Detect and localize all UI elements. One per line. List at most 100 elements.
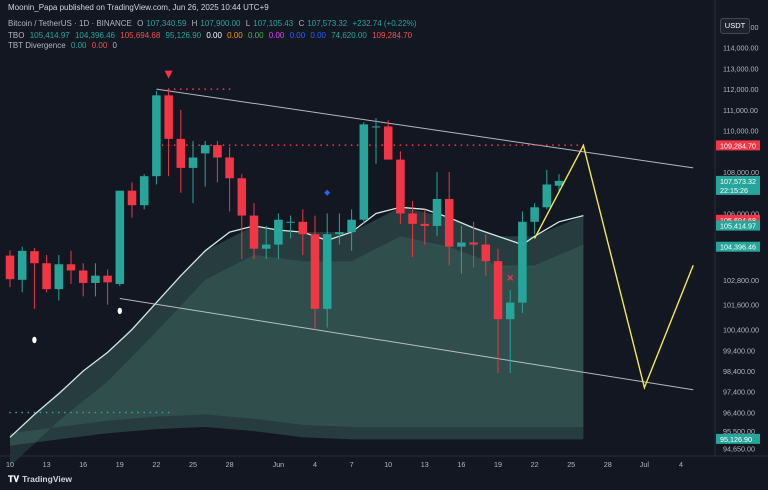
price-tag-countdown: 22:15:26: [720, 186, 748, 195]
tbo-value: 0.00: [227, 31, 243, 40]
resistance-dot: [515, 144, 518, 146]
resistance-dot: [289, 144, 292, 146]
resistance-dot: [399, 144, 402, 146]
tbo-value: 0.00: [289, 31, 306, 40]
candle-body: [261, 244, 271, 249]
resistance-dot: [369, 144, 371, 146]
open-label: O: [137, 19, 144, 28]
tbt-value: 0.00: [70, 41, 87, 50]
support-dot: [9, 411, 11, 414]
resistance-dot: [381, 144, 383, 146]
candle-body: [420, 223, 430, 226]
y-tick-label: 96,400.00: [723, 408, 755, 417]
candle-body: [286, 221, 295, 223]
cross-signal-icon: [507, 274, 514, 281]
price-tag-label: 104,396.46: [720, 243, 756, 252]
candle-body: [176, 138, 186, 168]
resistance-dot: [460, 144, 463, 146]
resistance-dot: [198, 144, 201, 146]
close-label: C: [298, 19, 305, 28]
tbt-value: 0.00: [91, 41, 108, 50]
candle-body: [274, 219, 283, 245]
x-tick-label: 22: [152, 460, 160, 469]
support-dot: [131, 411, 133, 414]
resistance-dot: [491, 144, 493, 146]
symbol-name: Bitcoin / TetherUS · 1D · BINANCE: [8, 19, 132, 28]
support-dot: [167, 411, 170, 414]
candle-body: [237, 178, 247, 216]
price-tag-label: 109,284.70: [720, 141, 756, 150]
x-tick-label: 22: [531, 460, 539, 469]
tbo-value: 109,284.70: [372, 31, 413, 40]
resistance-dot: [161, 144, 164, 146]
candle-body: [371, 126, 381, 128]
resistance-dot: [527, 144, 530, 146]
y-tick-label: 108,000.00: [723, 168, 759, 177]
resistance-dot: [356, 144, 359, 146]
brand-name: TradingView: [22, 474, 73, 484]
resistance-dot: [186, 144, 188, 146]
y-tick-label: 101,600.00: [723, 301, 759, 310]
tradingview-logo[interactable]: 𝐓𝐕 TradingView: [8, 474, 72, 485]
x-tick-label: 16: [79, 460, 87, 469]
y-tick-label: 114,000.00: [723, 44, 758, 53]
top-dot: [222, 88, 225, 91]
currency-selector[interactable]: USDT: [720, 18, 750, 34]
x-tick-label: 4: [679, 460, 683, 469]
candle-body: [530, 207, 539, 222]
x-tick-label: 28: [226, 460, 234, 469]
projection-path: [533, 143, 694, 390]
x-tick-label: 16: [457, 460, 465, 469]
resistance-dot: [320, 144, 322, 146]
resistance-dot: [338, 144, 341, 146]
channel-upper-line: [156, 88, 694, 169]
candle-body: [457, 242, 466, 247]
candle-body: [505, 302, 515, 320]
high-value: 107,900.00: [200, 19, 241, 28]
candle-body: [5, 255, 15, 280]
resistance-dot: [247, 144, 249, 146]
price-tag: [716, 214, 760, 225]
candle-body: [310, 234, 320, 309]
x-tick-label: 25: [189, 460, 197, 469]
resistance-dot: [545, 144, 548, 146]
support-dot: [94, 411, 97, 414]
top-dot: [210, 88, 213, 91]
candle-body: [164, 95, 173, 139]
support-dot: [118, 411, 121, 414]
tbo-value: 0.00: [206, 31, 222, 40]
high-label: H: [191, 19, 198, 28]
candle-body: [42, 263, 51, 290]
support-dot: [33, 411, 36, 414]
y-tick-label: 95,500.00: [723, 427, 755, 436]
price-tag: [716, 433, 760, 444]
candle-body: [225, 157, 234, 179]
channel-lower-line: [119, 298, 694, 391]
price-tag-label: 95,126.90: [720, 435, 752, 444]
candle-body: [335, 232, 344, 235]
y-tick-label: 98,400.00: [723, 367, 755, 376]
resistance-dot: [271, 144, 274, 146]
x-tick-label: Jul: [640, 460, 650, 469]
candle-body: [188, 157, 198, 168]
candle-body: [127, 190, 137, 206]
support-dot: [70, 411, 72, 414]
support-dot: [106, 411, 109, 414]
price-tag: [716, 241, 760, 252]
tbo-value: 104,396.46: [74, 31, 116, 40]
tbt-label: TBT Divergence: [8, 41, 66, 50]
tbt-legend[interactable]: TBT Divergence 0.00 0.00 0: [8, 41, 120, 50]
tbo-legend[interactable]: TBO 105,414.97 104,396.46 105,694.68 95,…: [8, 31, 415, 40]
support-dot: [161, 411, 164, 414]
tbt-value: 0: [112, 41, 117, 50]
resistance-dot: [308, 144, 310, 146]
price-tag-label: 107,573.32: [720, 177, 756, 186]
support-dot: [112, 411, 115, 414]
y-tick-label: 100,400.00: [723, 326, 759, 335]
symbol-legend[interactable]: Bitcoin / TetherUS · 1D · BINANCE O 107,3…: [8, 19, 420, 28]
candle-body: [78, 270, 88, 283]
x-tick-label: 13: [43, 460, 51, 469]
candle-body: [30, 251, 39, 264]
drop-signal-icon: [117, 307, 123, 315]
